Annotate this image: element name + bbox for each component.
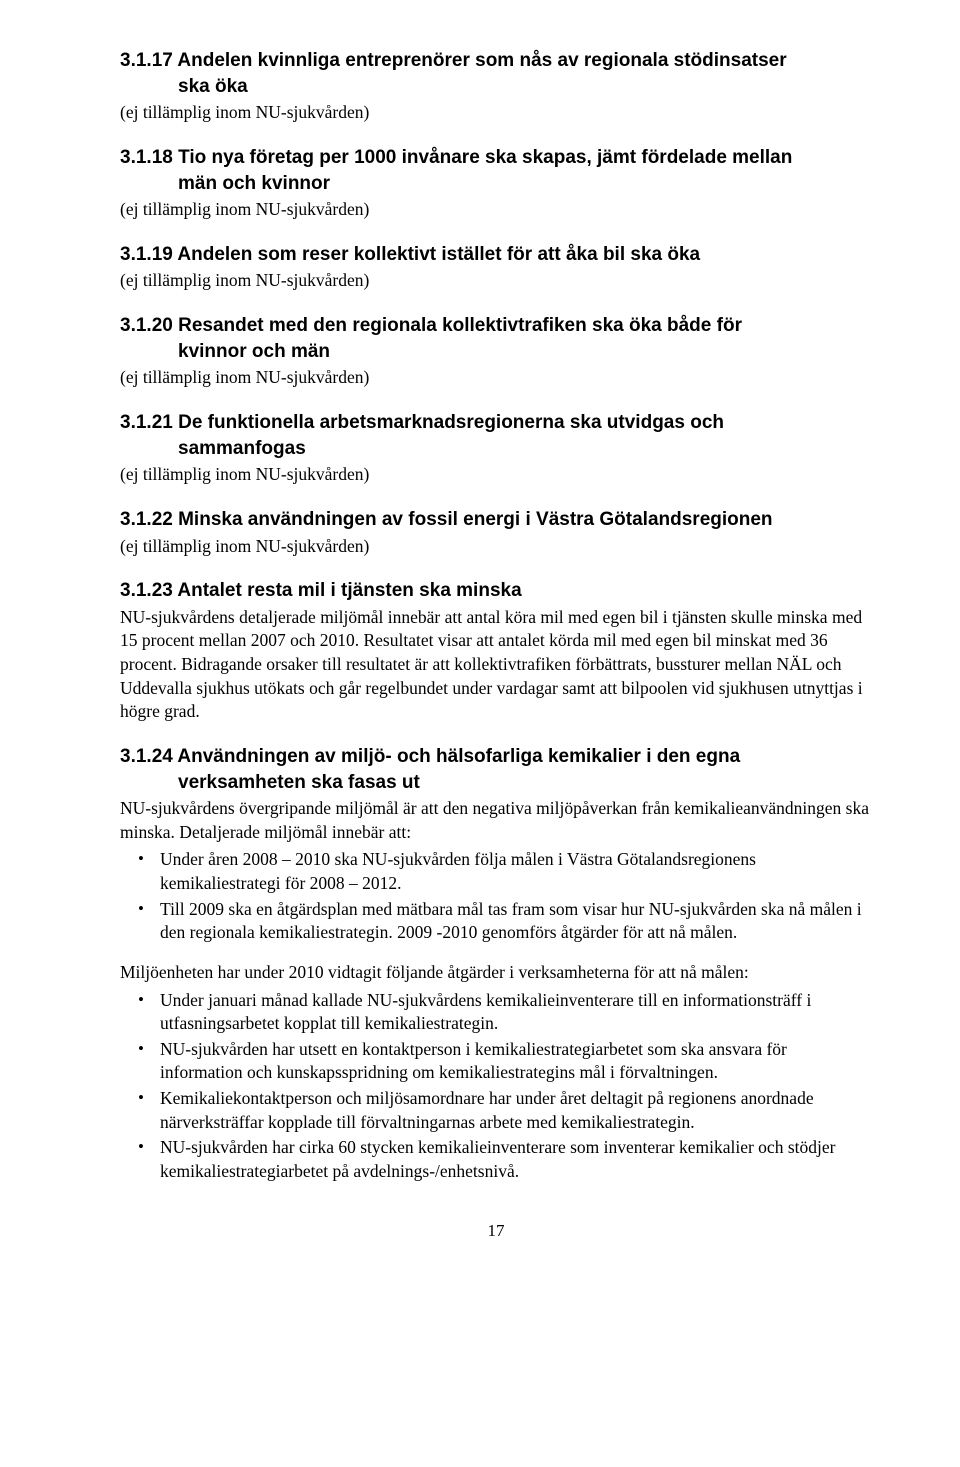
heading-3-1-17: 3.1.17 Andelen kvinnliga entreprenörer s… bbox=[120, 48, 872, 99]
list-item: Under åren 2008 – 2010 ska NU-sjukvården… bbox=[120, 848, 872, 895]
bullet-list-1: Under åren 2008 – 2010 ska NU-sjukvården… bbox=[120, 848, 872, 945]
note-3-1-20: (ej tillämplig inom NU-sjukvården) bbox=[120, 366, 872, 390]
heading-text: 3.1.18 Tio nya företag per 1000 invånare… bbox=[120, 147, 792, 168]
note-3-1-22: (ej tillämplig inom NU-sjukvården) bbox=[120, 535, 872, 559]
heading-3-1-24: 3.1.24 Användningen av miljö- och hälsof… bbox=[120, 744, 872, 795]
note-3-1-21: (ej tillämplig inom NU-sjukvården) bbox=[120, 463, 872, 487]
body-3-1-23: NU-sjukvårdens detaljerade miljömål inne… bbox=[120, 606, 872, 724]
intro-3-1-24: NU-sjukvårdens övergripande miljömål är … bbox=[120, 797, 872, 844]
list-item: NU-sjukvården har utsett en kontaktperso… bbox=[120, 1038, 872, 1085]
heading-text: 3.1.20 Resandet med den regionala kollek… bbox=[120, 315, 742, 336]
list-item: Under januari månad kallade NU-sjukvårde… bbox=[120, 989, 872, 1036]
heading-3-1-22: 3.1.22 Minska användningen av fossil ene… bbox=[120, 507, 872, 533]
heading-3-1-20: 3.1.20 Resandet med den regionala kollek… bbox=[120, 313, 872, 364]
heading-3-1-19: 3.1.19 Andelen som reser kollektivt istä… bbox=[120, 242, 872, 268]
heading-text: 3.1.21 De funktionella arbetsmarknadsreg… bbox=[120, 412, 724, 433]
heading-text-cont: sammanfogas bbox=[120, 436, 872, 462]
page-number: 17 bbox=[120, 1220, 872, 1243]
heading-3-1-18: 3.1.18 Tio nya företag per 1000 invånare… bbox=[120, 145, 872, 196]
heading-text-cont: män och kvinnor bbox=[120, 171, 872, 197]
note-3-1-17: (ej tillämplig inom NU-sjukvården) bbox=[120, 101, 872, 125]
list-item: NU-sjukvården har cirka 60 stycken kemik… bbox=[120, 1136, 872, 1183]
heading-3-1-21: 3.1.21 De funktionella arbetsmarknadsreg… bbox=[120, 410, 872, 461]
heading-text: 3.1.17 Andelen kvinnliga entreprenörer s… bbox=[120, 50, 787, 71]
note-3-1-18: (ej tillämplig inom NU-sjukvården) bbox=[120, 198, 872, 222]
list-item: Till 2009 ska en åtgärdsplan med mätbara… bbox=[120, 898, 872, 945]
heading-text-cont: ska öka bbox=[120, 74, 872, 100]
heading-text: 3.1.24 Användningen av miljö- och hälsof… bbox=[120, 746, 740, 767]
heading-text-cont: kvinnor och män bbox=[120, 339, 872, 365]
para2-3-1-24: Miljöenheten har under 2010 vidtagit föl… bbox=[120, 961, 872, 985]
note-3-1-19: (ej tillämplig inom NU-sjukvården) bbox=[120, 269, 872, 293]
bullet-list-2: Under januari månad kallade NU-sjukvårde… bbox=[120, 989, 872, 1184]
list-item: Kemikaliekontaktperson och miljösamordna… bbox=[120, 1087, 872, 1134]
heading-3-1-23: 3.1.23 Antalet resta mil i tjänsten ska … bbox=[120, 578, 872, 604]
heading-text-cont: verksamheten ska fasas ut bbox=[120, 770, 872, 796]
